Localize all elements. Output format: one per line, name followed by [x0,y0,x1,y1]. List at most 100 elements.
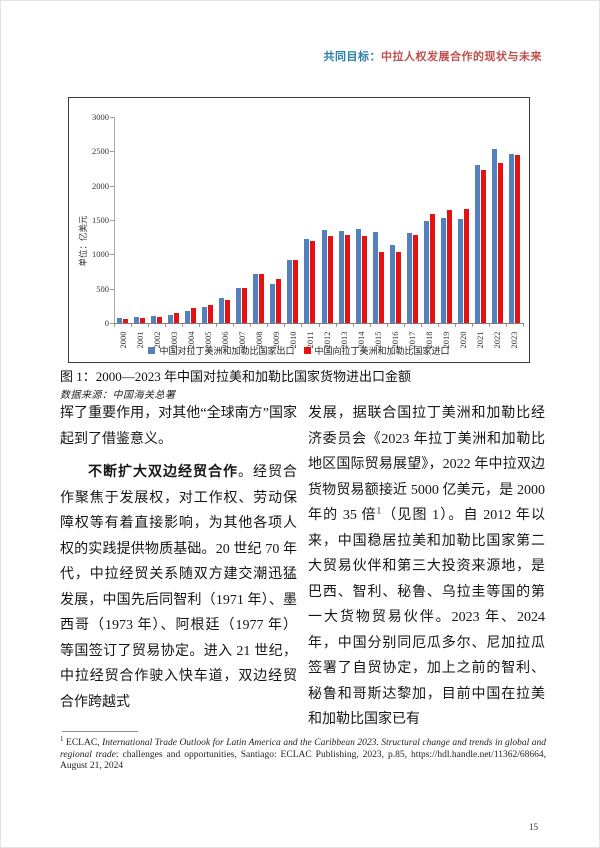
figure-source: 数据来源：中国海关总署 [60,390,176,401]
x-tick-label: 2013 [339,331,350,349]
bar-import-2011 [310,241,316,323]
y-tick-label: 2500 [92,146,109,157]
x-tick-mark [284,324,286,327]
x-tick-label: 2018 [424,331,435,349]
y-tick-mark [110,185,114,187]
y-tick-mark [110,254,114,256]
paragraph-lead-bold: 不断扩大双边经贸合作 [88,465,238,480]
legend-label: 中国向拉丁美洲和加勒比国家进口 [314,346,450,356]
paragraph: 不断扩大双边经贸合作。经贸合作聚焦于发展权，对工作权、劳动保障权等有着直接影响，… [60,460,297,715]
x-tick-mark [471,324,473,327]
figure-caption: 图 1：2000—2023 年中国对拉美和加勒比国家货物进出口金额 [60,369,412,384]
bar-import-2010 [293,260,299,323]
bar-export-2009 [270,283,276,323]
y-tick-mark [110,323,114,324]
bar-export-2013 [338,230,344,323]
y-tick-label: 0 [104,318,109,328]
bar-import-2002 [157,317,163,323]
x-tick-mark [301,324,303,327]
x-tick-label: 2015 [373,331,384,349]
x-tick-mark [182,324,184,327]
bar-export-2002 [151,316,157,323]
y-tick-mark [110,151,114,153]
bar-import-2006 [225,299,231,323]
bar-import-2019 [446,209,452,323]
x-tick-label: 2023 [509,331,520,349]
footnote-marker: 1 [60,734,64,743]
x-tick-mark [488,324,490,327]
x-tick-label: 2001 [134,331,145,349]
bar-export-2003 [168,314,174,323]
bar-export-2016 [389,244,395,323]
legend-label: 中国对拉丁美洲和加勒比国家出口 [159,346,295,356]
x-tick-mark [165,324,167,327]
bar-export-2015 [372,232,378,323]
bar-export-2007 [236,287,242,323]
x-tick-label: 2002 [151,331,162,349]
bar-export-2018 [423,220,429,323]
bar-export-2010 [287,259,293,323]
bar-import-2015 [378,251,384,323]
x-tick-label: 2017 [407,331,418,349]
footnote-reference: 1 [376,505,382,516]
bar-export-2023 [508,154,514,323]
bar-export-2022 [491,149,497,323]
x-tick-mark [148,324,150,327]
header-prefix: 共同目标： [323,51,381,63]
legend-swatch [303,347,311,354]
footnote-text: ECLAC, [63,738,103,748]
x-tick-label: 2016 [390,331,401,349]
bar-export-2004 [185,310,191,323]
bar-import-2021 [480,170,486,323]
x-tick-label: 2020 [458,331,469,349]
x-axis-line [114,323,524,324]
chart-legend: 中国对拉丁美洲和加勒比国家出口 中国向拉丁美洲和加勒比国家进口 [69,344,529,357]
x-tick-label: 2008 [253,331,264,349]
bar-import-2013 [344,235,350,323]
bar-import-2004 [191,308,197,323]
paragraph-text: 发展，据联合国拉丁美洲和加勒比经济委员会《2023 年拉丁美洲和加勒比地区国际贸… [308,406,545,523]
bar-import-2018 [429,214,435,323]
x-tick-mark [199,324,201,327]
paragraph-text: 。经贸合作聚焦于发展权，对工作权、劳动保障权等有着直接影响，为其他各项人权的实践… [60,465,297,710]
x-tick-mark [505,324,507,327]
y-tick-mark [110,117,114,118]
y-tick-label: 1000 [92,249,109,260]
paragraph-text: （见图 1）。自 2012 年以来，中国稳居拉美和加勒比国家第二大贸易伙伴和第三… [308,508,546,727]
bar-export-2008 [253,273,259,323]
bar-import-2012 [327,236,333,323]
x-tick-label: 2006 [219,331,230,349]
bar-export-2020 [457,219,463,323]
x-tick-mark [386,324,388,327]
y-tick-label: 1500 [92,215,109,225]
footnote: 1 ECLAC, International Trade Outlook for… [60,734,546,773]
y-axis-line [114,117,115,324]
footnote-text: : challenges and opportunities, Santiago… [60,749,546,772]
x-tick-label: 2022 [492,331,503,349]
bar-export-2014 [355,229,361,323]
bar-export-2019 [440,218,446,323]
legend-swatch [148,347,156,354]
x-tick-mark [403,324,405,327]
x-tick-mark [523,324,524,327]
x-tick-mark [352,324,354,327]
x-tick-label: 2010 [287,331,298,349]
header-title: 中拉人权发展合作的现状与未来 [381,51,542,63]
x-tick-label: 2004 [185,331,196,349]
bar-export-2006 [219,298,225,323]
x-tick-mark [267,324,269,327]
y-tick-label: 500 [96,283,109,294]
x-tick-label: 2000 [117,331,128,349]
x-tick-label: 2019 [441,331,452,349]
footnote-title-italic: International Trade Outlook for Latin Am… [60,738,546,760]
bar-import-2020 [463,209,469,323]
bar-export-2000 [117,318,123,323]
bar-import-2023 [514,154,520,323]
x-tick-mark [420,324,422,327]
bar-import-2001 [140,318,146,323]
x-tick-label: 2011 [304,331,315,349]
x-tick-mark [216,324,218,327]
bar-export-2017 [406,233,412,323]
bar-import-2003 [174,312,180,323]
bar-export-2005 [202,306,208,323]
